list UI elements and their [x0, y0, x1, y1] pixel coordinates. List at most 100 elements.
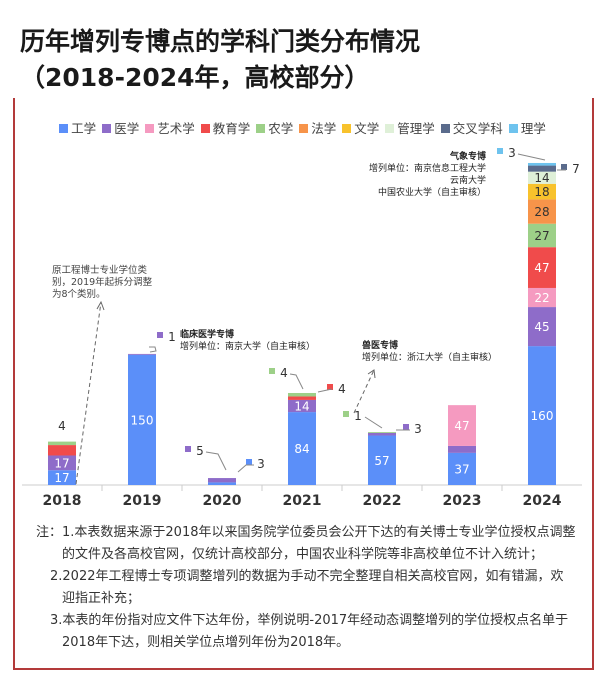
- bar-segment: [128, 353, 156, 355]
- legend-item: 法学: [299, 121, 336, 136]
- data-label: 22: [534, 291, 549, 305]
- annotation-text: 别，2019年起拆分调整: [52, 276, 153, 288]
- bar-segment: [528, 223, 556, 248]
- x-tick-label: 2018: [43, 493, 82, 509]
- callout-value: 3: [414, 422, 422, 436]
- legend-label: 教育学: [212, 121, 251, 136]
- note-2: 2.2022年工程博士专项调整增列的数据为手动不完全整理自相关高校官网，如有错漏…: [50, 569, 564, 606]
- legend-item: 医学: [102, 121, 139, 136]
- bar-segment: [528, 171, 556, 184]
- callout-marker: [497, 148, 503, 154]
- data-label: 47: [454, 419, 469, 433]
- data-label: 28: [534, 205, 549, 219]
- legend-swatch: [299, 124, 309, 133]
- bar-segment: [528, 247, 556, 288]
- legend-label: 法学: [311, 121, 337, 136]
- data-label: 47: [534, 261, 549, 275]
- callout-value: 7: [572, 162, 580, 176]
- legend-item: 农学: [256, 121, 293, 136]
- legend-item: 教育学: [200, 121, 251, 136]
- callout-value: 3: [508, 146, 516, 160]
- legend-label: 理学: [520, 121, 546, 136]
- callout-value: 1: [354, 409, 362, 423]
- callout-value: 3: [257, 457, 265, 471]
- x-tick-label: 2020: [203, 493, 242, 509]
- bar-segment: [128, 354, 156, 485]
- bar-segment: [48, 455, 76, 471]
- chart-frame: [13, 98, 594, 670]
- annotation-text: 兽医专博: [362, 339, 398, 351]
- bar-segment: [288, 396, 316, 400]
- callout-value: 4: [338, 382, 346, 396]
- annotation-arrow: [75, 301, 102, 485]
- annotation-text: 增列单位：南京大学（自主审核）: [180, 340, 315, 352]
- bar-segment: [48, 470, 76, 485]
- annotation-text: 增列单位：南京信息工程大学: [369, 162, 486, 174]
- bar-segment: [48, 445, 76, 456]
- bar-segment: [288, 412, 316, 485]
- bar-segment: [368, 432, 396, 436]
- callout-value: 4: [280, 366, 288, 380]
- legend-item: 艺术学: [145, 121, 195, 136]
- callout-value: 1: [168, 330, 176, 344]
- annotation-text: 原工程博士专业学位类: [52, 264, 148, 276]
- legend-swatch: [256, 124, 266, 133]
- note-1: 注：1.本表数据来源于2018年以来国务院学位委员会公开下达的有关博士专业学位授…: [36, 525, 576, 562]
- bar-segment: [448, 445, 476, 453]
- callout-leader: [205, 451, 227, 471]
- legend-label: 农学: [268, 121, 294, 136]
- legend-swatch: [200, 124, 210, 133]
- legend-swatch: [102, 124, 112, 133]
- data-label: 150: [131, 413, 154, 427]
- data-label: 14: [534, 171, 549, 185]
- x-tick-label: 2022: [363, 493, 402, 509]
- data-label: 17: [54, 456, 69, 470]
- annotation-text: 增列单位：浙江大学（自主审核）: [362, 351, 497, 363]
- bar-segment: [208, 478, 236, 483]
- bar-segment: [528, 162, 556, 166]
- bar-segment: [368, 435, 396, 485]
- callout-value: 5: [196, 444, 204, 458]
- legend-label: 交叉学科: [452, 121, 503, 136]
- legend-swatch: [508, 124, 518, 133]
- arrowhead: [367, 369, 376, 379]
- x-tick-label: 2019: [123, 493, 162, 509]
- legend: 工学 医学 艺术学 教育学 农学 法学 文学 管理学 交叉学科 理学: [0, 118, 605, 137]
- note-3: 3.本表的年份指对应文件下达年份，举例说明-2017年经动态调整增列的学位授权点…: [50, 613, 569, 650]
- callout-leader: [317, 388, 333, 393]
- legend-label: 文学: [354, 121, 380, 136]
- data-label: 27: [534, 229, 549, 243]
- x-tick-label: 2023: [443, 493, 482, 509]
- legend-label: 医学: [114, 121, 140, 136]
- bar-segment: [288, 399, 316, 413]
- callout-marker: [561, 164, 567, 170]
- callout-leader: [289, 373, 304, 390]
- annotation-text: 临床医学专博: [180, 328, 234, 340]
- bar-segment: [528, 183, 556, 200]
- bar-segment: [528, 287, 556, 308]
- annotation-text: 云南大学: [450, 174, 486, 186]
- footnotes: 注：1.本表数据来源于2018年以来国务院学位委员会公开下达的有关博士专业学位授…: [36, 522, 576, 654]
- annotation-text: 气象专博: [449, 150, 486, 162]
- bar-segment: [448, 452, 476, 485]
- bar-segment: [528, 346, 556, 485]
- chart-title: 历年增列专博点的学科门类分布情况: [20, 27, 421, 56]
- bar-segment: [448, 405, 476, 446]
- legend-label: 工学: [71, 121, 97, 136]
- bar-segment: [528, 165, 556, 172]
- callout-marker: [343, 411, 349, 417]
- callout-leader: [149, 346, 157, 353]
- callout-value: 4: [58, 419, 66, 433]
- legend-label: 艺术学: [157, 121, 195, 136]
- callout-marker: [269, 368, 275, 374]
- callout-leader: [517, 153, 546, 161]
- callout-marker: [246, 459, 252, 465]
- legend-swatch: [342, 124, 352, 133]
- callout-marker: [403, 424, 409, 430]
- callout-marker: [157, 332, 163, 338]
- x-tick-label: 2021: [283, 493, 322, 509]
- data-label: 18: [534, 185, 549, 199]
- legend-swatch: [440, 124, 450, 133]
- legend-swatch: [385, 124, 395, 133]
